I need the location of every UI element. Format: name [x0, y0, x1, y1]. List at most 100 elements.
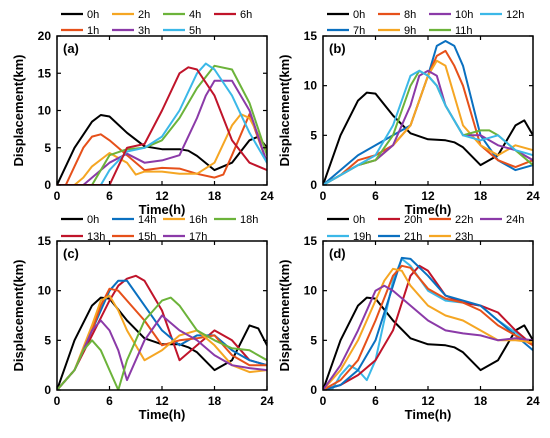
x-tick-label: 12 — [155, 189, 169, 203]
x-tick-label: 6 — [106, 394, 113, 408]
x-tick-label: 0 — [320, 394, 327, 408]
x-tick-label: 24 — [526, 189, 540, 203]
legend-label-21h: 21h — [404, 231, 422, 243]
legend-label-16h: 16h — [189, 214, 207, 226]
x-axis-label: Time(h) — [405, 202, 452, 217]
series-group — [57, 274, 267, 390]
x-tick-label: 0 — [54, 189, 61, 203]
legend: 0h 20h 22h 24h 19h 21h 23h — [327, 214, 524, 243]
y-tick-label: 0 — [44, 383, 51, 397]
series-line-24h — [323, 284, 533, 390]
series-line-2h — [57, 113, 267, 185]
legend-label-17h: 17h — [189, 231, 207, 243]
x-tick-label: 24 — [260, 189, 274, 203]
x-tick-label: 0 — [320, 189, 327, 203]
series-line-5h — [57, 62, 267, 185]
legend-label-13h: 13h — [87, 231, 105, 243]
x-axis-label: Time(h) — [139, 407, 186, 422]
legend-label-1h: 1h — [87, 25, 99, 37]
x-tick-label: 0 — [54, 394, 61, 408]
legend-label-0h: 0h — [353, 9, 365, 21]
legend-label-7h: 7h — [353, 25, 365, 37]
legend: 0h 14h 16h 18h 13h 15h 17h — [61, 214, 258, 243]
y-tick-label: 5 — [310, 128, 317, 142]
legend-label-8h: 8h — [404, 9, 416, 21]
series-line-18h — [57, 296, 267, 390]
legend-label-0h: 0h — [87, 214, 99, 226]
legend-label-5h: 5h — [189, 25, 201, 37]
x-tick-label: 24 — [526, 394, 540, 408]
legend-label-2h: 2h — [138, 9, 150, 21]
y-tick-label: 15 — [304, 29, 318, 43]
legend-label-6h: 6h — [240, 9, 252, 21]
legend-label-18h: 18h — [240, 214, 258, 226]
y-tick-label: 10 — [38, 284, 52, 298]
x-axis-label: Time(h) — [405, 407, 452, 422]
y-tick-label: 10 — [304, 284, 318, 298]
y-axis-label: Displacement(km) — [11, 55, 26, 167]
series-line-0h — [57, 296, 267, 390]
y-tick-label: 10 — [304, 79, 318, 93]
legend-label-12h: 12h — [506, 9, 524, 21]
series-line-8h — [323, 49, 533, 185]
legend: 0h 8h 10h 12h 7h 9h 11h — [327, 9, 524, 37]
y-axis-label: Displacement(km) — [11, 260, 26, 372]
y-tick-label: 15 — [304, 234, 318, 248]
panel-3: 0 6 12 18 24 0 5 10 15 Time(h) Displacement(km) (c)… — [11, 214, 274, 422]
series-line-22h — [323, 264, 533, 390]
series-line-4h — [57, 64, 267, 185]
series-group — [323, 40, 533, 185]
y-tick-label: 15 — [38, 234, 52, 248]
series-line-0h — [57, 114, 267, 185]
series-line-16h — [57, 294, 267, 390]
series-line-1h — [57, 113, 267, 185]
legend-label-3h: 3h — [138, 25, 150, 37]
y-tick-label: 0 — [310, 178, 317, 192]
x-tick-label: 12 — [155, 394, 169, 408]
panel-label: (c) — [63, 246, 79, 261]
legend-label-9h: 9h — [404, 25, 416, 37]
y-tick-label: 0 — [310, 383, 317, 397]
panel-label: (b) — [329, 41, 346, 56]
series-group — [323, 256, 533, 390]
x-tick-label: 6 — [106, 189, 113, 203]
x-tick-label: 18 — [474, 189, 488, 203]
x-axis-label: Time(h) — [139, 202, 186, 217]
panel-label: (a) — [63, 41, 79, 56]
x-tick-label: 12 — [421, 394, 435, 408]
legend-label-20h: 20h — [404, 214, 422, 226]
series-line-23h — [323, 267, 533, 390]
x-tick-label: 12 — [421, 189, 435, 203]
x-tick-label: 6 — [372, 394, 379, 408]
legend-label-0h: 0h — [353, 214, 365, 226]
y-tick-label: 5 — [310, 333, 317, 347]
panel-1: 0 6 12 18 24 0 5 10 15 20 Time(h) Displacement(km) (… — [11, 9, 274, 217]
series-group — [57, 62, 267, 185]
x-tick-label: 18 — [208, 189, 222, 203]
legend: 0h 2h 4h 6h 1h 3h 5h — [61, 9, 252, 37]
series-line-3h — [57, 79, 267, 185]
panel-2: 0 6 12 18 24 0 5 10 15 Time(h) Displacement(km) (b)… — [277, 9, 540, 217]
y-tick-label: 20 — [38, 29, 52, 43]
x-tick-label: 6 — [372, 189, 379, 203]
series-line-17h — [57, 314, 267, 390]
x-tick-label: 18 — [208, 394, 222, 408]
series-line-0h — [323, 91, 533, 185]
y-tick-label: 10 — [38, 104, 52, 118]
x-tick-label: 24 — [260, 394, 274, 408]
series-line-21h — [323, 256, 533, 390]
series-line-6h — [57, 66, 267, 185]
legend-label-14h: 14h — [138, 214, 156, 226]
y-tick-label: 5 — [44, 333, 51, 347]
legend-label-11h: 11h — [455, 25, 473, 37]
x-tick-label: 18 — [474, 394, 488, 408]
panel-label: (d) — [329, 246, 346, 261]
y-tick-label: 15 — [38, 66, 52, 80]
legend-label-15h: 15h — [138, 231, 156, 243]
legend-label-22h: 22h — [455, 214, 473, 226]
legend-label-24h: 24h — [506, 214, 524, 226]
series-line-12h — [323, 69, 533, 185]
y-axis-label: Displacement(km) — [277, 55, 292, 167]
y-tick-label: 5 — [44, 141, 51, 155]
